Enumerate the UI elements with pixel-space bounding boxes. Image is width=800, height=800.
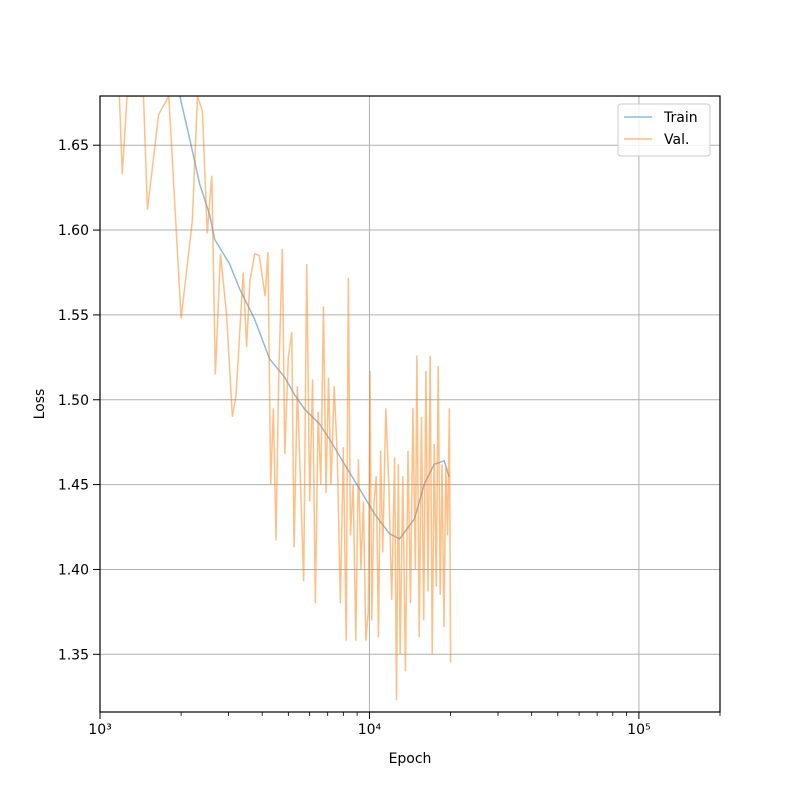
y-tick-label: 1.35 (58, 647, 89, 663)
y-tick-label: 1.55 (58, 308, 89, 324)
x-axis-label: Epoch (389, 751, 432, 767)
x-tick-label: 10³ (88, 722, 111, 738)
x-tick-label: 10⁴ (358, 722, 382, 738)
y-tick-label: 1.60 (58, 223, 89, 239)
legend-label: Val. (664, 132, 689, 148)
y-tick-label: 1.45 (58, 478, 89, 494)
line-series (118, 96, 452, 701)
plot-frame (99, 95, 721, 713)
y-tick-label: 1.50 (58, 393, 89, 409)
y-tick-label: 1.65 (58, 138, 89, 154)
y-axis-label: Loss (32, 389, 48, 420)
plot-lines (118, 96, 452, 701)
legend-label: Train (663, 110, 698, 126)
y-tick-label: 1.40 (58, 562, 89, 578)
x-tick-label: 10⁵ (627, 722, 650, 738)
